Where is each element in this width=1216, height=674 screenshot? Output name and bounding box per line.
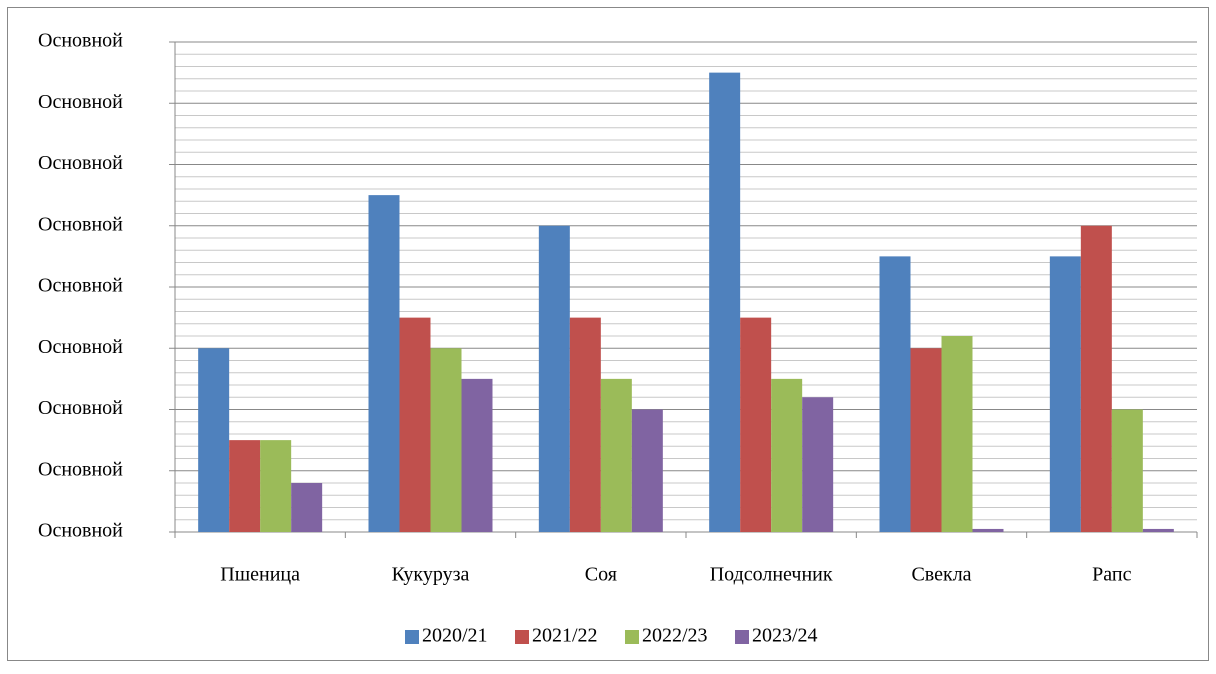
legend-swatch <box>405 630 419 644</box>
bar <box>461 378 493 532</box>
bar <box>771 378 803 532</box>
y-tick-label: Основной <box>38 91 123 113</box>
bar <box>569 317 601 532</box>
y-tick-label: Основной <box>38 275 123 297</box>
bar <box>430 348 462 532</box>
bar <box>972 528 1004 532</box>
bar <box>879 256 911 532</box>
y-tick-label: Основной <box>38 458 123 480</box>
y-tick-label: Основной <box>38 336 123 358</box>
bar <box>1080 225 1112 532</box>
legend-label: 2022/23 <box>642 625 708 647</box>
bar <box>229 440 261 532</box>
bar <box>260 440 292 532</box>
y-tick-label: Основной <box>38 520 123 542</box>
x-tick-label: Соя <box>585 564 617 586</box>
y-tick-label: Основной <box>38 30 123 52</box>
legend-label: 2020/21 <box>422 625 488 647</box>
legend-swatch <box>735 630 749 644</box>
bar <box>538 225 570 532</box>
y-tick-label: Основной <box>38 213 123 235</box>
x-tick-label: Рапс <box>1092 564 1131 586</box>
bar <box>600 378 632 532</box>
bar <box>198 348 230 532</box>
bar <box>910 348 942 532</box>
legend-swatch <box>625 630 639 644</box>
legend-label: 2021/22 <box>532 625 598 647</box>
x-tick-label: Подсолнечник <box>710 564 833 586</box>
legend-swatch <box>515 630 529 644</box>
bar <box>368 195 400 532</box>
chart-border <box>7 7 1209 661</box>
legend-label: 2023/24 <box>752 625 818 647</box>
x-tick-label: Кукуруза <box>392 564 470 586</box>
bar <box>631 409 663 532</box>
x-tick-label: Свекла <box>911 564 971 586</box>
bar <box>740 317 772 532</box>
bar <box>1049 256 1081 532</box>
bar <box>1111 409 1143 532</box>
x-tick-label: Пшеница <box>220 564 300 586</box>
bar <box>399 317 431 532</box>
bar <box>941 336 973 532</box>
y-tick-label: Основной <box>38 397 123 419</box>
bar <box>802 397 834 532</box>
bar <box>1142 528 1174 532</box>
bar <box>709 72 741 532</box>
y-tick-label: Основной <box>38 152 123 174</box>
bar <box>291 483 323 532</box>
